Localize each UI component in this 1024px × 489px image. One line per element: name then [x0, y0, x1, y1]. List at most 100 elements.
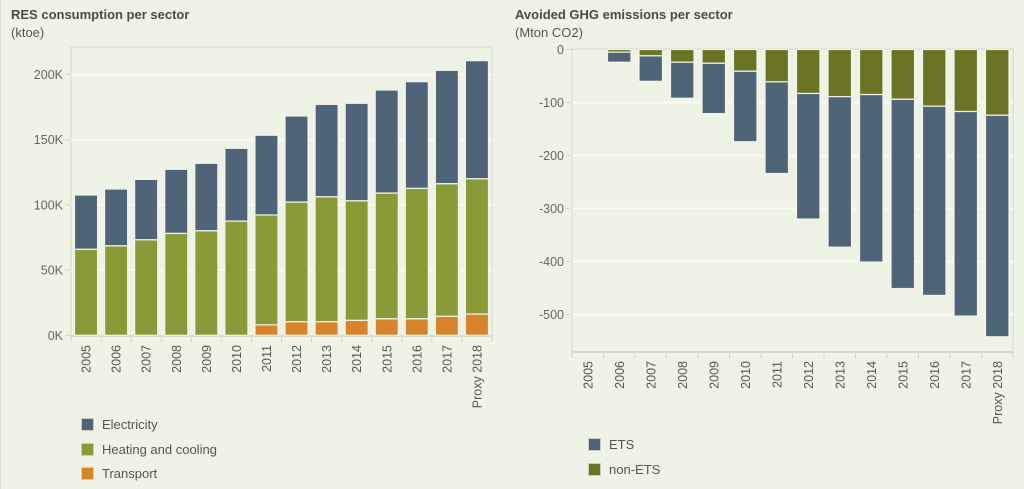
- bar-electricity-2013: [314, 103, 339, 198]
- x-tick-label: 2013: [833, 361, 847, 389]
- y-tick-label: 0K: [48, 329, 64, 343]
- bar-heating-and-cooling-2011: [254, 214, 279, 326]
- bar-heating-and-cooling-2017: [434, 183, 460, 317]
- bar-ets-2016: [921, 105, 947, 297]
- bar-non-ets-2013: [827, 48, 853, 98]
- y-tick-label: -300: [539, 202, 564, 216]
- x-tick-label: 2009: [200, 345, 214, 373]
- bar-heating-and-cooling-2005: [73, 248, 99, 336]
- y-tick-label: 200K: [34, 68, 64, 82]
- x-tick-label: 2008: [676, 361, 690, 389]
- y-tick-label: 100K: [34, 198, 64, 212]
- plot-area: [571, 48, 1014, 353]
- x-tick-label: 2014: [865, 361, 879, 389]
- bar-ets-2007: [638, 55, 664, 82]
- x-tick-label: 2014: [350, 345, 364, 373]
- bar-transport-2011: [254, 324, 279, 336]
- x-tick-label: 2015: [896, 361, 910, 389]
- bar-non-ets-2008: [669, 48, 695, 63]
- y-tick-label: 0: [557, 43, 564, 57]
- bar-electricity-2009: [194, 162, 219, 232]
- bar-non-ets-2011: [764, 48, 790, 83]
- y-tick-label: -500: [539, 308, 564, 322]
- avoided-ghg-panel: Avoided GHG emissions per sector (Mton C…: [505, 0, 1024, 489]
- chart-title: RES consumption per sector: [11, 7, 190, 22]
- x-tick-label: 2006: [613, 361, 627, 389]
- bar-heating-and-cooling-proxy-2018: [464, 178, 490, 315]
- legend-label: Electricity: [102, 417, 158, 432]
- x-tick-label: 2010: [739, 361, 753, 389]
- bar-heating-and-cooling-2009: [194, 230, 219, 336]
- x-tick-label: 2005: [581, 361, 595, 389]
- bar-electricity-2017: [434, 69, 460, 185]
- y-tick-label: -100: [539, 96, 564, 110]
- avoided-ghg-chart: 0 -100 -200 -300 -400 -500 2005 2006 2007 2008 200…: [539, 43, 1014, 424]
- bar-non-ets-2014: [858, 48, 884, 96]
- x-tick-label: 2008: [170, 345, 184, 373]
- legend-label: Heating and cooling: [102, 442, 217, 457]
- bar-electricity-proxy-2018: [464, 60, 490, 180]
- bar-ets-2008: [669, 61, 695, 99]
- bar-heating-and-cooling-2012: [284, 201, 309, 323]
- bar-heating-and-cooling-2008: [164, 232, 189, 336]
- bar-ets-2006: [606, 51, 632, 63]
- bar-transport-2015: [374, 318, 399, 336]
- chart-subtitle: (ktoe): [11, 25, 45, 40]
- bar-ets-2014: [858, 93, 884, 263]
- x-tick-label: 2012: [290, 345, 304, 373]
- x-tick-label: Proxy 2018: [470, 345, 484, 408]
- x-tick-label: 2015: [380, 345, 394, 373]
- bar-ets-2017: [953, 110, 979, 317]
- bar-ets-2013: [827, 96, 853, 248]
- res-consumption-chart: 0K 50K 100K 150K 200K 2005 2006 2007 2008 2009 201…: [34, 46, 493, 408]
- legend-swatch-ets: [588, 438, 601, 451]
- bar-heating-and-cooling-2010: [224, 220, 249, 336]
- bar-transport-proxy-2018: [464, 313, 490, 336]
- bar-heating-and-cooling-2006: [103, 245, 129, 336]
- bar-electricity-2011: [254, 134, 279, 216]
- bar-non-ets-proxy-2018: [984, 48, 1010, 116]
- bar-non-ets-2016: [921, 48, 947, 107]
- y-tick-label: 150K: [34, 133, 64, 147]
- bar-transport-2016: [404, 318, 429, 336]
- x-tick-label: 2013: [320, 345, 334, 373]
- bar-electricity-2015: [374, 89, 399, 194]
- bar-transport-2014: [344, 319, 369, 336]
- x-tick-label: 2007: [140, 345, 154, 373]
- legend-swatch-electricity: [81, 418, 94, 431]
- bar-heating-and-cooling-2013: [314, 196, 339, 323]
- x-tick-label: 2005: [80, 345, 94, 373]
- x-tick-label: 2012: [802, 361, 816, 389]
- legend-label: Transport: [102, 466, 158, 481]
- legend-swatch-transport: [81, 467, 94, 480]
- y-tick-label: -200: [539, 149, 564, 163]
- x-tick-label: 2006: [110, 345, 124, 373]
- bar-transport-2017: [434, 315, 460, 336]
- bar-ets-2011: [764, 81, 790, 175]
- bar-ets-2009: [701, 62, 727, 115]
- bar-electricity-2012: [284, 115, 309, 203]
- x-tick-label: 2009: [707, 361, 721, 389]
- bar-heating-and-cooling-2007: [134, 239, 159, 336]
- bar-non-ets-2007: [638, 48, 664, 57]
- bar-heating-and-cooling-2015: [374, 192, 399, 320]
- y-tick-label: 50K: [41, 264, 64, 278]
- bar-transport-2012: [284, 321, 309, 336]
- x-tick-label: 2017: [440, 345, 454, 373]
- bar-ets-2010: [732, 70, 758, 143]
- bar-non-ets-2015: [890, 48, 916, 100]
- x-tick-label: 2016: [928, 361, 942, 389]
- y-tick-label: -400: [539, 255, 564, 269]
- res-consumption-panel: RES consumption per sector (ktoe) 0K 50K 1…: [0, 0, 506, 489]
- bar-electricity-2007: [134, 178, 159, 241]
- chart-subtitle: (Mton CO2): [515, 25, 583, 40]
- bar-electricity-2006: [103, 188, 129, 247]
- bar-ets-2012: [795, 92, 821, 220]
- bar-heating-and-cooling-2014: [344, 200, 369, 321]
- legend-swatch-heating-and-cooling: [81, 443, 94, 456]
- x-tick-label: 2016: [410, 345, 424, 373]
- x-tick-label: 2011: [770, 361, 784, 388]
- bar-non-ets-2010: [732, 48, 758, 72]
- x-tick-label: 2007: [644, 361, 658, 389]
- bar-heating-and-cooling-2016: [404, 187, 429, 320]
